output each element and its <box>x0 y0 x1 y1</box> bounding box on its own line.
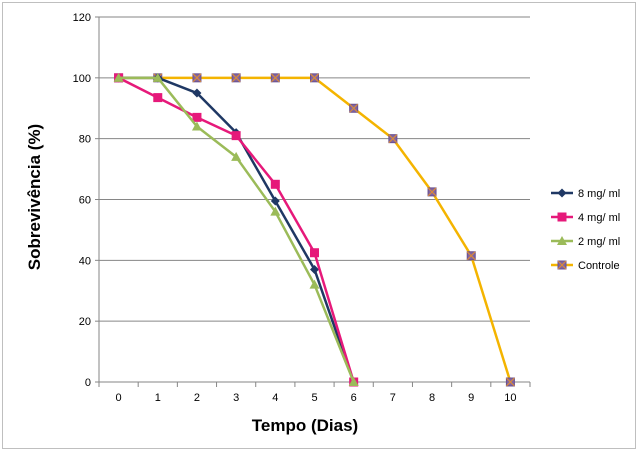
marker-cross <box>466 251 476 261</box>
data-point <box>557 260 567 270</box>
x-tick-label: 1 <box>155 392 161 404</box>
data-point <box>466 251 476 261</box>
y-tick-label: 80 <box>79 134 91 146</box>
axes: 0 20 40 60 80 100 120 0 1 2 3 4 5 6 7 8 9 10 <box>73 12 531 404</box>
x-tick-label: 9 <box>468 392 474 404</box>
series-line <box>118 76 355 383</box>
marker-cross <box>349 103 359 113</box>
series-8-mg-ml <box>114 73 359 387</box>
y-tick-label: 60 <box>79 195 91 207</box>
data-point <box>427 187 437 197</box>
legend-item: 2 mg/ ml <box>551 236 620 248</box>
data-point <box>231 131 241 141</box>
y-tick-label: 40 <box>79 255 91 267</box>
data-point <box>505 377 515 387</box>
data-point <box>270 196 280 206</box>
x-tick-label: 6 <box>351 392 357 404</box>
legend: 8 mg/ ml 4 mg/ ml 2 mg/ ml Controle <box>551 188 620 272</box>
data-point <box>113 72 124 82</box>
data-point <box>153 93 163 103</box>
data-point <box>310 73 319 83</box>
series-2-mg-ml <box>113 72 359 386</box>
data-point <box>192 73 202 83</box>
marker-cross <box>310 73 319 83</box>
y-tick-label: 0 <box>85 377 91 389</box>
legend-item: Controle <box>551 260 620 272</box>
gridlines <box>99 16 530 322</box>
marker-cross <box>505 377 515 387</box>
data-point <box>388 134 398 144</box>
data-point <box>192 88 202 98</box>
y-tick-label: 20 <box>79 316 91 328</box>
data-point <box>557 236 567 245</box>
x-axis-title: Tempo (Dias) <box>252 416 358 435</box>
marker-cross <box>557 260 567 270</box>
y-tick-label: 120 <box>73 12 91 24</box>
x-tick-label: 7 <box>390 392 396 404</box>
marker-cross <box>388 134 398 144</box>
x-tick-label: 5 <box>311 392 317 404</box>
marker-cross <box>270 73 280 83</box>
y-axis-title: Sobrevivência (%) <box>25 124 44 270</box>
series-line <box>118 76 512 383</box>
chart-frame: 0 20 40 60 80 100 120 0 1 2 3 4 5 6 7 8 9 10 8 mg/ ml 4 mg… <box>2 2 636 449</box>
marker-cross <box>427 187 437 197</box>
legend-label: 4 mg/ ml <box>578 212 620 224</box>
legend-label: 8 mg/ ml <box>578 188 620 200</box>
data-point <box>231 73 241 83</box>
x-tick-label: 4 <box>272 392 278 404</box>
series-controle <box>114 73 515 387</box>
data-point <box>231 151 242 161</box>
data-point <box>348 377 359 386</box>
series-line <box>118 76 355 383</box>
data-point <box>310 248 319 258</box>
line-chart: 0 20 40 60 80 100 120 0 1 2 3 4 5 6 7 8 9 10 8 mg/ ml 4 mg… <box>25 12 620 435</box>
data-point <box>270 73 280 83</box>
legend-item: 8 mg/ ml <box>551 188 620 200</box>
series-4-mg-ml <box>114 73 359 387</box>
data-point <box>270 179 280 189</box>
legend-item: 4 mg/ ml <box>551 212 620 224</box>
y-tick-label: 100 <box>73 73 91 85</box>
data-point <box>192 112 202 122</box>
data-point <box>191 121 202 131</box>
data-point <box>310 264 319 274</box>
data-point <box>349 103 359 113</box>
data-point <box>557 212 567 222</box>
x-tick-label: 8 <box>429 392 435 404</box>
legend-label: Controle <box>578 260 620 272</box>
data-point <box>152 72 163 82</box>
x-tick-label: 10 <box>504 392 516 404</box>
data-point <box>309 279 320 289</box>
series-line <box>118 76 355 383</box>
x-tick-label: 2 <box>194 392 200 404</box>
legend-label: 2 mg/ ml <box>578 236 620 248</box>
x-tick-label: 3 <box>233 392 239 404</box>
marker-cross <box>192 73 202 83</box>
series-lines <box>113 72 515 387</box>
data-point <box>270 206 281 216</box>
data-point <box>557 188 567 198</box>
x-tick-label: 0 <box>116 392 122 404</box>
marker-cross <box>231 73 241 83</box>
